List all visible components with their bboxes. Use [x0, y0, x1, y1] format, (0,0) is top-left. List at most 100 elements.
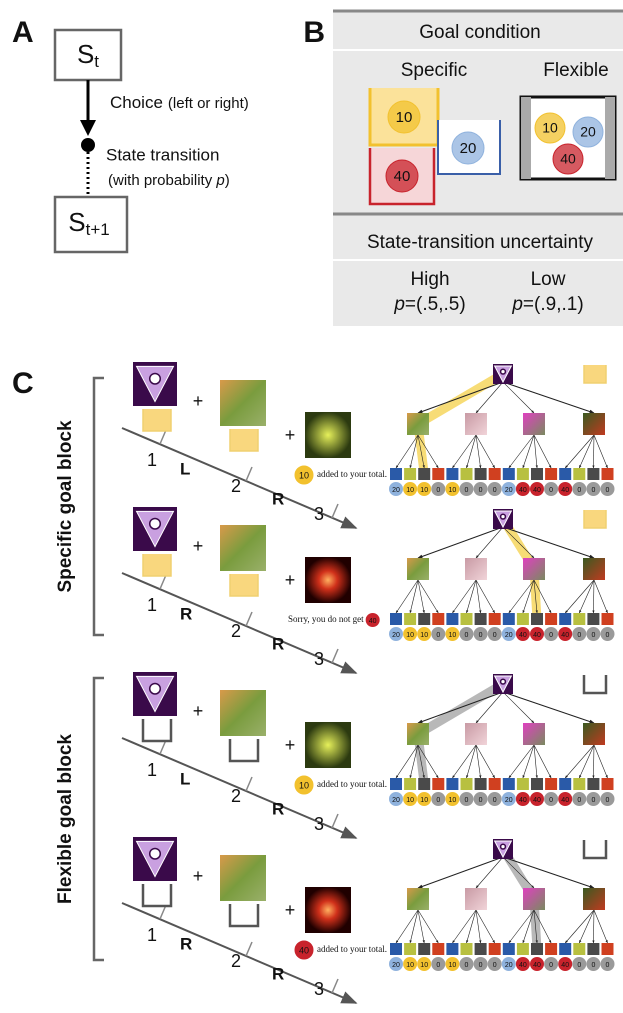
coin-value: 0 — [465, 632, 469, 639]
coin-value: 0 — [591, 487, 595, 494]
transition-label: State transition — [106, 145, 219, 164]
tree-edge — [594, 580, 608, 613]
tree-leaf — [461, 613, 473, 625]
tree-leaf — [587, 943, 599, 955]
note-text: ) — [225, 172, 230, 189]
stage-number: 1 — [147, 760, 157, 780]
goal-box — [143, 554, 171, 576]
choice-letter: R — [272, 634, 284, 653]
stage-number: 1 — [147, 450, 157, 470]
tree-edge — [593, 745, 594, 778]
note-var: p — [215, 172, 224, 189]
plus: + — [285, 735, 296, 755]
coin-value: 0 — [591, 797, 595, 804]
coin-value: 40 — [394, 168, 411, 185]
choice-letter: R — [180, 604, 192, 623]
tree-node — [523, 888, 545, 910]
tree-leaf — [404, 943, 416, 955]
tree-leaf — [531, 943, 543, 955]
coin-value: 40 — [561, 487, 569, 494]
coin-value: 10 — [420, 487, 428, 494]
plus: + — [285, 570, 296, 590]
tree-leaf — [531, 613, 543, 625]
tree-node — [583, 888, 605, 910]
stage-number: 1 — [147, 925, 157, 945]
tree-leaf — [475, 613, 487, 625]
tree-leaf — [559, 778, 571, 790]
coin-value: 10 — [420, 797, 428, 804]
tree-node — [465, 888, 487, 910]
timeline-tick — [246, 942, 252, 956]
choice-letter: R — [272, 799, 284, 818]
coin-value: 0 — [479, 487, 483, 494]
stage-number: 2 — [231, 621, 241, 641]
timeline-tick — [332, 504, 338, 518]
tree-leaf — [587, 613, 599, 625]
tree-edge — [467, 435, 477, 468]
coin-value: 40 — [533, 632, 541, 639]
state-subscript: t — [94, 52, 99, 71]
tree-leaf — [517, 778, 529, 790]
tree-edge — [593, 580, 594, 613]
tree-leaf — [404, 613, 416, 625]
tree-edge — [594, 910, 608, 943]
tree-leaf — [489, 778, 501, 790]
timeline-tick — [246, 467, 252, 481]
coin-value: 20 — [505, 797, 513, 804]
high-p: p=(.5,.5) — [393, 294, 465, 315]
choice-text: Choice — [110, 93, 163, 112]
tree-leaf — [573, 943, 585, 955]
choice-letter: R — [272, 489, 284, 508]
coin-value: 20 — [505, 962, 513, 969]
coin-value: 20 — [505, 487, 513, 494]
tree-leaf — [418, 468, 430, 480]
coin-value: 20 — [392, 962, 400, 969]
tree-leaf — [573, 613, 585, 625]
tree-leaf — [432, 613, 444, 625]
tree-leaf — [432, 468, 444, 480]
coin-value: 0 — [479, 632, 483, 639]
tree-edge — [452, 435, 476, 468]
tree-leaf — [489, 943, 501, 955]
tree-edge — [396, 910, 418, 943]
stimulus-image — [220, 525, 266, 571]
tree-edge — [509, 435, 534, 468]
tree-leaf — [517, 613, 529, 625]
tree-leaf — [602, 468, 614, 480]
tree-leaf — [602, 778, 614, 790]
tree-edge — [476, 910, 481, 943]
coin-value: 0 — [591, 962, 595, 969]
tree-edge — [476, 745, 495, 778]
tree-edge — [452, 745, 476, 778]
tree-leaf — [559, 613, 571, 625]
tree-edge — [594, 435, 608, 468]
tree-edge — [410, 910, 418, 943]
arrow-head — [80, 120, 96, 136]
coin-value: 0 — [549, 487, 553, 494]
coin-value: 0 — [606, 632, 610, 639]
transition-note: (with probability p) — [108, 172, 230, 189]
panel-label: B — [303, 16, 325, 49]
stimulus-shape — [501, 844, 506, 849]
stimulus-shape — [501, 369, 506, 374]
coin-value: 0 — [436, 962, 440, 969]
stimulus-shape — [150, 373, 161, 384]
block-bracket — [94, 678, 104, 960]
coin-value: 10 — [449, 797, 457, 804]
tree-leaf — [390, 468, 402, 480]
choice-letter: R — [180, 934, 192, 953]
low-p: p=(.9,.1) — [511, 294, 583, 315]
tree-node — [583, 723, 605, 745]
tree-leaf — [432, 943, 444, 955]
tree-leaf — [446, 613, 458, 625]
tree-edge — [523, 745, 534, 778]
coin-value: 0 — [549, 797, 553, 804]
stimulus-image — [305, 412, 351, 458]
tree-leaf — [418, 613, 430, 625]
tree-leaf — [446, 468, 458, 480]
stimulus-shape — [150, 518, 161, 529]
timeline-tick — [246, 612, 252, 626]
coin-value: 0 — [465, 797, 469, 804]
coin-value: 0 — [479, 797, 483, 804]
goal-box — [584, 675, 606, 693]
